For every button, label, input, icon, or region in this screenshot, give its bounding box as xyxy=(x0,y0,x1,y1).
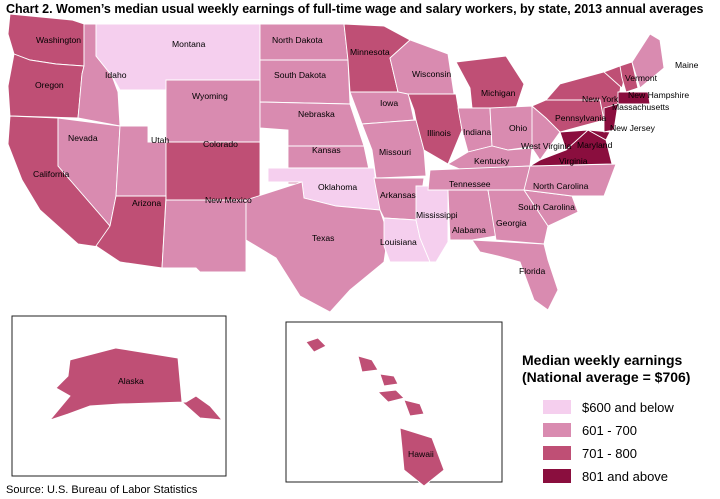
hawaii-island-5 xyxy=(403,399,425,417)
label-michigan: Michigan xyxy=(481,88,516,98)
label-north-carolina: North Carolina xyxy=(533,181,589,191)
hawaii-island-3 xyxy=(379,373,399,387)
legend-title-line2: (National average = $706) xyxy=(522,369,691,385)
state-hawaii xyxy=(399,427,445,487)
label-nebraska: Nebraska xyxy=(298,109,335,119)
label-virginia: Virginia xyxy=(559,156,588,166)
label-montana: Montana xyxy=(172,39,206,49)
label-alabama: Alabama xyxy=(452,225,486,235)
label-vermont: Vermont xyxy=(625,73,658,83)
label-new-mexico: New Mexico xyxy=(205,195,252,205)
label-mississippi: Mississippi xyxy=(416,210,458,220)
hawaii-island-1 xyxy=(305,337,327,353)
label-south-carolina: South Carolina xyxy=(518,202,575,212)
state-north-carolina xyxy=(523,163,617,197)
label-illinois: Illinois xyxy=(427,128,451,138)
legend-label-2: 601 - 700 xyxy=(582,422,637,438)
legend-item-1: $600 and below xyxy=(542,398,674,416)
state-massachusetts xyxy=(617,91,651,105)
state-maryland xyxy=(559,129,611,151)
state-texas xyxy=(245,181,389,313)
state-ohio xyxy=(489,105,537,151)
label-maryland: Maryland xyxy=(577,140,613,150)
label-wyoming: Wyoming xyxy=(192,91,228,101)
legend-label-3: 701 - 800 xyxy=(582,445,637,461)
label-wisconsin: Wisconsin xyxy=(412,69,451,79)
legend-swatch-4 xyxy=(542,468,572,484)
label-oklahoma: Oklahoma xyxy=(318,182,357,192)
chart-title: Chart 2. Women’s median usual weekly ear… xyxy=(6,2,704,16)
legend-item-3: 701 - 800 xyxy=(542,444,637,462)
alaska-inset-frame xyxy=(11,315,227,477)
state-new-jersey xyxy=(603,103,619,133)
state-arizona xyxy=(95,195,167,269)
label-california: California xyxy=(33,169,70,179)
label-florida: Florida xyxy=(519,266,545,276)
legend-label-1: $600 and below xyxy=(582,399,674,415)
state-south-dakota xyxy=(259,59,351,105)
label-oregon: Oregon xyxy=(35,80,64,90)
label-alaska: Alaska xyxy=(118,376,144,386)
label-new-jersey: New Jersey xyxy=(610,123,656,133)
state-illinois xyxy=(407,93,463,165)
label-south-dakota: South Dakota xyxy=(274,70,326,80)
legend-item-2: 601 - 700 xyxy=(542,421,637,439)
label-massachusetts: Massachusetts xyxy=(612,102,669,112)
state-florida xyxy=(471,239,559,311)
state-alaska xyxy=(48,347,224,421)
legend-swatch-1 xyxy=(542,399,572,415)
label-hawaii: Hawaii xyxy=(408,449,434,459)
legend-item-4: 801 and above xyxy=(542,467,668,485)
legend-swatch-3 xyxy=(542,445,572,461)
state-michigan xyxy=(455,55,525,109)
label-arizona: Arizona xyxy=(132,198,161,208)
label-kansas: Kansas xyxy=(312,145,341,155)
label-new-hampshire: New Hampshire xyxy=(628,90,689,100)
legend-title: Median weekly earnings (National average… xyxy=(522,352,718,386)
label-iowa: Iowa xyxy=(380,98,398,108)
label-west-virginia: West Virginia xyxy=(521,141,572,151)
label-maine: Maine xyxy=(675,60,699,70)
label-utah: Utah xyxy=(151,135,169,145)
legend-title-line1: Median weekly earnings xyxy=(522,352,683,368)
label-texas: Texas xyxy=(312,233,334,243)
label-pennsylvania: Pennsylvania xyxy=(555,113,606,123)
label-new-york: New York xyxy=(582,94,619,104)
label-louisiana: Louisiana xyxy=(380,237,417,247)
state-new-hampshire xyxy=(619,61,639,93)
label-kentucky: Kentucky xyxy=(474,156,510,166)
hawaii-island-4 xyxy=(377,389,405,403)
label-arkansas: Arkansas xyxy=(380,190,416,200)
legend-label-4: 801 and above xyxy=(582,468,669,484)
state-wyoming xyxy=(165,79,261,143)
state-new-mexico xyxy=(161,199,247,273)
state-colorado xyxy=(165,141,261,201)
state-maine xyxy=(631,33,665,89)
source-note: Source: U.S. Bureau of Labor Statistics xyxy=(6,484,198,496)
hawaii-island-2 xyxy=(357,355,379,373)
label-missouri: Missouri xyxy=(379,147,411,157)
label-nevada: Nevada xyxy=(68,133,98,143)
label-idaho: Idaho xyxy=(105,70,127,80)
state-alabama xyxy=(447,189,497,241)
label-tennessee: Tennessee xyxy=(449,179,491,189)
label-washington: Washington xyxy=(36,35,81,45)
legend-swatch-2 xyxy=(542,422,572,438)
label-colorado: Colorado xyxy=(203,139,238,149)
label-minnesota: Minnesota xyxy=(350,47,390,57)
hawaii-inset-frame xyxy=(285,321,503,483)
state-iowa xyxy=(349,91,415,125)
label-indiana: Indiana xyxy=(463,127,491,137)
label-ohio: Ohio xyxy=(509,123,527,133)
label-north-dakota: North Dakota xyxy=(272,35,323,45)
label-georgia: Georgia xyxy=(496,218,527,228)
state-new-york xyxy=(545,71,623,121)
